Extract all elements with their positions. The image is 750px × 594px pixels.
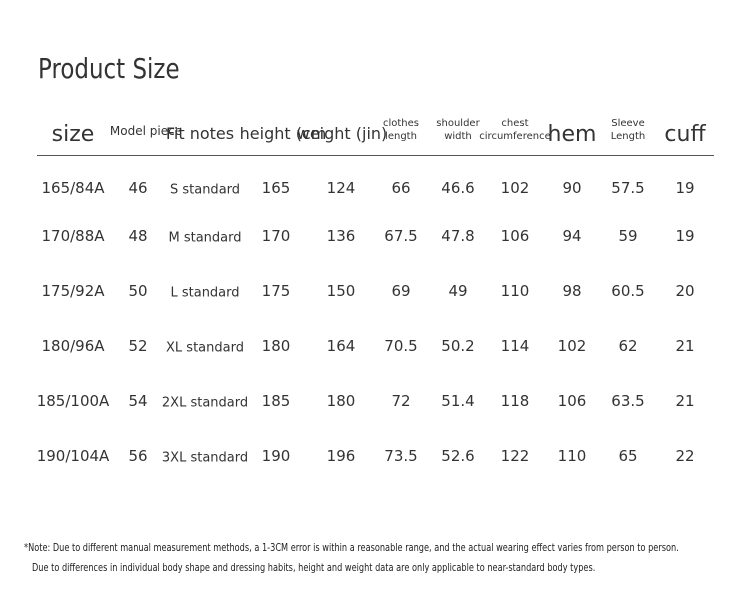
table-cell: 54: [128, 392, 148, 410]
table-cell: 136: [326, 227, 356, 245]
table-cell: 185/100A: [36, 392, 110, 410]
table-cell: 66: [391, 179, 411, 197]
header-line: Sleeve: [611, 118, 645, 129]
table-cell: 46.6: [441, 179, 475, 197]
table-cell: 51.4: [441, 392, 475, 410]
table-cell: 110: [557, 447, 587, 465]
table-cell: 196: [326, 447, 356, 465]
header-line: cuff: [664, 122, 706, 147]
table-cell: 70.5: [384, 337, 418, 355]
table-cell: 56: [128, 447, 148, 465]
table-cell: 57.5: [611, 179, 645, 197]
table-cell: 72: [391, 392, 411, 410]
header-line: shoulder: [436, 118, 480, 129]
table-cell: S standard: [169, 182, 241, 198]
table-cell: 124: [326, 179, 356, 197]
column-header: weight (jin): [297, 124, 388, 144]
table-cell: 21: [675, 392, 695, 410]
column-header: Model piece: [110, 124, 182, 139]
table-cell: 180: [261, 337, 291, 355]
table-cell: 98: [562, 282, 582, 300]
column-header: clothes length: [383, 118, 419, 143]
column-header: size: [52, 121, 95, 149]
table-cell: 106: [557, 392, 587, 410]
table-cell: 114: [500, 337, 530, 355]
header-line: circumference: [479, 130, 551, 142]
column-header: height (cm: [240, 124, 327, 144]
table-cell: 50.2: [441, 337, 475, 355]
column-header: cuff: [664, 121, 705, 149]
table-cell: 19: [675, 227, 695, 245]
table-cell: 180/96A: [41, 337, 105, 355]
note: *Note: Due to different manual measureme…: [24, 542, 679, 554]
table-cell: 63.5: [611, 392, 645, 410]
table-cell: 185: [261, 392, 291, 410]
header-line: length: [385, 130, 417, 142]
table-cell: 190/104A: [36, 447, 110, 465]
table-cell: 67.5: [384, 227, 418, 245]
table-cell: 20: [675, 282, 695, 300]
table-cell: 2XL standard: [161, 395, 249, 411]
table-cell: M standard: [168, 230, 242, 246]
table-cell: 49: [448, 282, 468, 300]
table-cell: 62: [618, 337, 638, 355]
header-line: Fit notes: [165, 124, 235, 143]
header-line: weight (jin): [296, 124, 388, 143]
table-cell: 170: [261, 227, 291, 245]
column-header: Sleeve Length: [611, 118, 646, 143]
table-cell: 52: [128, 337, 148, 355]
table-cell: 190: [261, 447, 291, 465]
table-cell: 110: [500, 282, 530, 300]
column-header: chest circumference: [479, 118, 550, 143]
table-cell: 165: [261, 179, 291, 197]
table-cell: 60.5: [611, 282, 645, 300]
header-line: clothes: [382, 118, 420, 129]
table-cell: 170/88A: [41, 227, 105, 245]
table-cell: 175: [261, 282, 291, 300]
table-cell: 122: [500, 447, 530, 465]
header-line: Model piece: [109, 124, 183, 138]
table-cell: 175/92A: [41, 282, 105, 300]
table-cell: 73.5: [384, 447, 418, 465]
note: Due to differences in individual body sh…: [32, 562, 596, 574]
header-rule: [37, 155, 714, 156]
header-line: chest: [501, 118, 529, 129]
table-cell: 21: [675, 337, 695, 355]
table-cell: 164: [326, 337, 356, 355]
table-cell: 106: [500, 227, 530, 245]
table-cell: 69: [391, 282, 411, 300]
header-line: width: [444, 130, 472, 142]
table-cell: 65: [618, 447, 638, 465]
table-cell: 118: [500, 392, 530, 410]
table-cell: 52.6: [441, 447, 475, 465]
column-header: shoulder width: [436, 118, 479, 143]
table-cell: 48: [128, 227, 148, 245]
header-line: height (cm: [239, 124, 327, 143]
table-cell: 50: [128, 282, 148, 300]
table-cell: 47.8: [441, 227, 475, 245]
table-cell: XL standard: [166, 340, 244, 356]
header-line: size: [51, 122, 95, 147]
column-header: Fit notes: [166, 124, 234, 144]
table-cell: 94: [562, 227, 582, 245]
table-cell: 102: [500, 179, 530, 197]
table-cell: 59: [618, 227, 638, 245]
title: Product Size: [38, 52, 180, 85]
header-line: hem: [547, 122, 597, 147]
table-cell: 3XL standard: [161, 450, 249, 466]
table-cell: 102: [557, 337, 587, 355]
table-cell: 150: [326, 282, 356, 300]
table-cell: 22: [675, 447, 695, 465]
header-line: Length: [610, 130, 646, 142]
table-cell: 180: [326, 392, 356, 410]
column-header: hem: [548, 121, 597, 149]
table-cell: 19: [675, 179, 695, 197]
table-cell: L standard: [170, 285, 240, 301]
table-cell: 46: [128, 179, 148, 197]
table-cell: 165/84A: [41, 179, 105, 197]
table-cell: 90: [562, 179, 582, 197]
